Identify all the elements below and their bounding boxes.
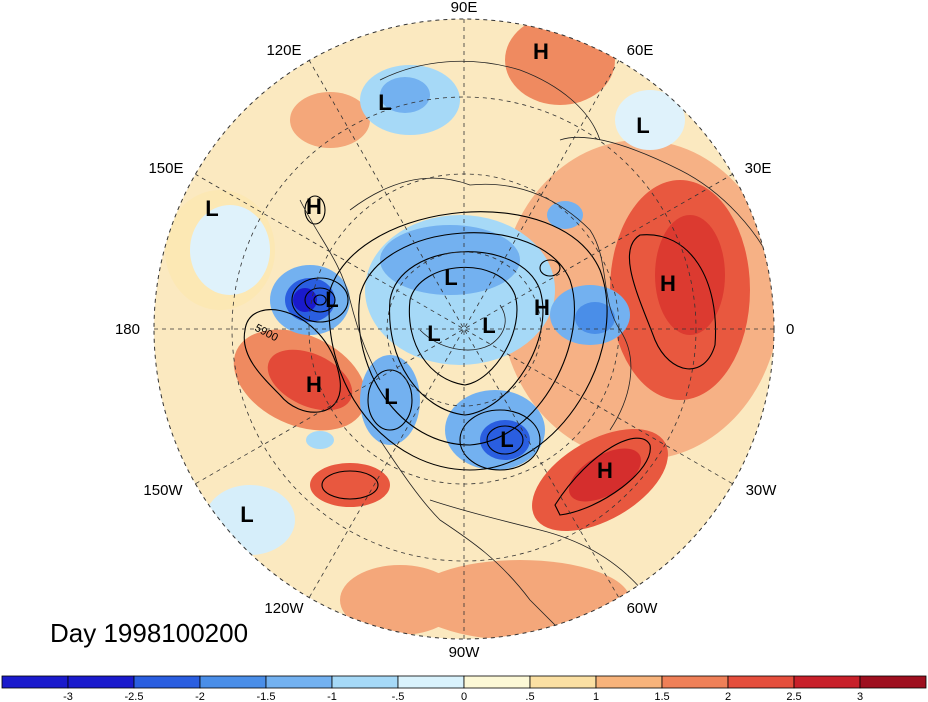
colorbar-swatch [1, 675, 69, 689]
lon-label-180: 180 [115, 321, 140, 338]
colorbar-swatch [331, 675, 399, 689]
colorbar-tick-label: 1 [593, 691, 599, 702]
coastlines [299, 60, 774, 639]
pressure-center-low: L [482, 313, 495, 338]
colorbar-tick-label: 2.5 [786, 691, 801, 702]
pressure-center-high: H [597, 458, 613, 483]
pressure-center-low: L [636, 113, 649, 138]
pressure-center-low: L [325, 287, 338, 312]
pressure-center-low: L [205, 196, 218, 221]
lon-label-150w: 150W [143, 482, 183, 499]
colorbar-tick-label: 2 [725, 691, 731, 702]
longitude-labels: 90E 120E 60E 150E 30E 180 0 150W 30W 120… [115, 0, 794, 661]
lon-label-0: 0 [786, 321, 794, 338]
anomaly-field [154, 19, 774, 639]
colorbar-swatch [463, 675, 531, 689]
colorbar-swatch [661, 675, 729, 689]
pressure-center-low: L [384, 384, 397, 409]
colorbar-swatch [67, 675, 135, 689]
colorbar-tick-label: -2 [195, 691, 205, 702]
graticule [154, 19, 774, 639]
lon-label-60w: 60W [627, 600, 659, 617]
colorbar-swatch [265, 675, 333, 689]
pressure-center-high: H [660, 271, 676, 296]
lon-label-120e: 120E [266, 42, 301, 59]
colorbar-swatch [397, 675, 465, 689]
pressure-centers: H L L H L H L L L L H H H L L H L [205, 39, 676, 527]
day-label: Day 1998100200 [50, 618, 249, 648]
colorbar-tick-label: -1 [327, 691, 337, 702]
pressure-center-high: H [533, 39, 549, 64]
colorbar-swatch [595, 675, 663, 689]
colorbar-swatch [529, 675, 597, 689]
colorbar-tick-label: 1.5 [654, 691, 669, 702]
lon-label-120w: 120W [264, 600, 304, 617]
colorbar-tick-label: -3 [63, 691, 73, 702]
colorbar-swatch [133, 675, 201, 689]
lon-label-30w: 30W [746, 482, 778, 499]
colorbar-tick-label: -2.5 [125, 691, 144, 702]
colorbar-tick-label: -.5 [392, 691, 405, 702]
colorbar-tick-labels: -3 -2.5 -2 -1.5 -1 -.5 0 .5 1 1.5 2 2.5 3 [63, 691, 863, 702]
colorbar-tick-label: 3 [857, 691, 863, 702]
colorbar-tick-label: 0 [461, 691, 467, 702]
pressure-center-high: H [534, 295, 550, 320]
map-boundary [153, 18, 775, 640]
pressure-center-high: H [306, 194, 322, 219]
pressure-center-low: L [240, 502, 253, 527]
colorbar [1, 675, 927, 689]
pressure-center-low: L [427, 321, 440, 346]
height-contours [243, 195, 717, 516]
colorbar-swatch [199, 675, 267, 689]
pressure-center-low: L [444, 265, 457, 290]
pressure-center-high: H [306, 372, 322, 397]
lon-label-90w: 90W [449, 644, 481, 661]
lon-label-60e: 60E [627, 42, 654, 59]
colorbar-swatch [727, 675, 795, 689]
colorbar-swatch [859, 675, 927, 689]
pressure-center-low: L [500, 427, 513, 452]
colorbar-tick-label: -1.5 [257, 691, 276, 702]
lon-label-150e: 150E [148, 160, 183, 177]
colorbar-swatch [793, 675, 861, 689]
lon-label-90e: 90E [451, 0, 478, 16]
lon-label-30e: 30E [745, 160, 772, 177]
colorbar-tick-label: .5 [525, 691, 534, 702]
pressure-center-low: L [378, 90, 391, 115]
